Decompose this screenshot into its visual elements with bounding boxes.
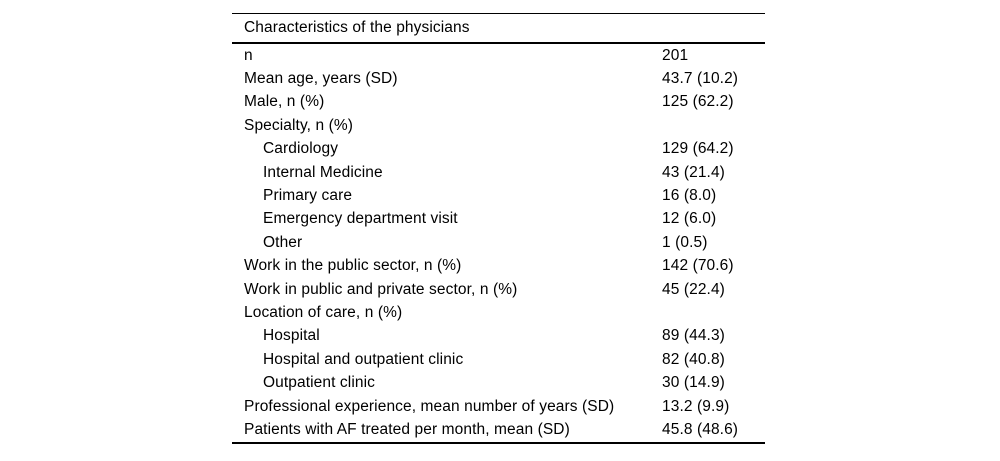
row-label: Hospital and outpatient clinic <box>263 350 464 368</box>
table-row: Work in the public sector, n (%) 142 (70… <box>232 255 765 278</box>
table-row: Patients with AF treated per month, mean… <box>232 418 765 441</box>
row-label: Emergency department visit <box>263 210 458 228</box>
table-row: Hospital and outpatient clinic 82 (40.8) <box>232 348 765 371</box>
row-label: Male, n (%) <box>244 93 325 111</box>
row-label: Hospital <box>263 327 320 345</box>
table-row: Professional experience, mean number of … <box>232 395 765 418</box>
row-label: Cardiology <box>263 140 339 158</box>
row-value: 142 (70.6) <box>662 257 734 275</box>
row-value: 1 (0.5) <box>662 233 708 251</box>
row-label: Specialty, n (%) <box>244 116 353 134</box>
row-value: 201 <box>662 46 689 64</box>
table-row: Emergency department visit 12 (6.0) <box>232 208 765 231</box>
row-label: Work in the public sector, n (%) <box>244 257 462 275</box>
row-label: Outpatient clinic <box>263 374 375 392</box>
row-value: 45 (22.4) <box>662 280 725 298</box>
row-label: Patients with AF treated per month, mean… <box>244 420 570 438</box>
row-value: 89 (44.3) <box>662 327 725 345</box>
row-value: 125 (62.2) <box>662 93 734 111</box>
row-label: Mean age, years (SD) <box>244 70 398 88</box>
row-value: 129 (64.2) <box>662 140 734 158</box>
table-row: Hospital 89 (44.3) <box>232 325 765 348</box>
row-value: 45.8 (48.6) <box>662 420 739 438</box>
table-row: Internal Medicine 43 (21.4) <box>232 161 765 184</box>
table-row: Specialty, n (%) <box>232 114 765 137</box>
row-label: n <box>244 46 253 64</box>
row-label: Other <box>263 233 303 251</box>
table-body: n 201 Mean age, years (SD) 43.7 (10.2) M… <box>232 44 765 442</box>
physician-characteristics-table: Characteristics of the physicians n 201 … <box>232 13 765 444</box>
row-label: Internal Medicine <box>263 163 383 181</box>
table-title: Characteristics of the physicians <box>244 19 470 36</box>
row-value: 12 (6.0) <box>662 210 717 228</box>
table-header-row: Characteristics of the physicians <box>232 14 765 44</box>
table-row: Location of care, n (%) <box>232 301 765 324</box>
table-row: n 201 <box>232 44 765 67</box>
row-value: 43.7 (10.2) <box>662 70 739 88</box>
row-value: 16 (8.0) <box>662 187 717 205</box>
table-row: Cardiology 129 (64.2) <box>232 138 765 161</box>
table-row: Mean age, years (SD) 43.7 (10.2) <box>232 67 765 90</box>
table-row: Male, n (%) 125 (62.2) <box>232 91 765 114</box>
row-label: Location of care, n (%) <box>244 303 403 321</box>
row-label: Work in public and private sector, n (%) <box>244 280 518 298</box>
row-value: 30 (14.9) <box>662 374 725 392</box>
row-value: 82 (40.8) <box>662 350 725 368</box>
table-row: Primary care 16 (8.0) <box>232 184 765 207</box>
table-row: Other 1 (0.5) <box>232 231 765 254</box>
row-value: 43 (21.4) <box>662 163 725 181</box>
row-label: Professional experience, mean number of … <box>244 397 615 415</box>
table-row: Work in public and private sector, n (%)… <box>232 278 765 301</box>
row-value: 13.2 (9.9) <box>662 397 730 415</box>
row-label: Primary care <box>263 187 353 205</box>
table-row: Outpatient clinic 30 (14.9) <box>232 371 765 394</box>
